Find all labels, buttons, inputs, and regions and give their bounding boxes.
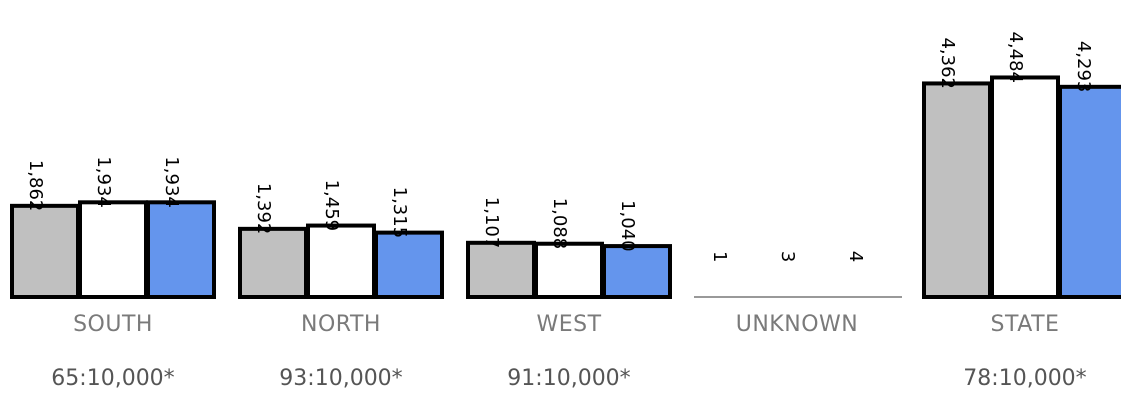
bar-north-1 bbox=[238, 226, 308, 300]
bar-value-label: 1,934 bbox=[93, 156, 114, 208]
bar-south-1 bbox=[10, 203, 80, 299]
bar-value-label: 1,934 bbox=[161, 156, 182, 208]
category-label: STATE bbox=[990, 312, 1060, 337]
bar-value-label: 3 bbox=[777, 251, 798, 262]
category-rate-label: 65:10,000* bbox=[51, 366, 175, 391]
bar-north-3 bbox=[374, 230, 444, 300]
category-label: UNKNOWN bbox=[735, 312, 859, 337]
category-label: NORTH bbox=[301, 312, 381, 337]
bar-south-2 bbox=[78, 200, 148, 300]
bar-north-2 bbox=[306, 223, 376, 299]
bar-state-1 bbox=[922, 81, 992, 299]
bar-value-label: 4,293 bbox=[1073, 41, 1094, 93]
bar-west-1 bbox=[466, 240, 536, 300]
category-label: SOUTH bbox=[73, 312, 153, 337]
bar-value-label: 1,040 bbox=[617, 200, 638, 252]
category-rate-label: 93:10,000* bbox=[279, 366, 403, 391]
bar-west-2 bbox=[534, 241, 604, 300]
bar-value-label: 1,862 bbox=[25, 160, 46, 212]
bar-west-3 bbox=[602, 244, 672, 299]
bar-value-label: 4,484 bbox=[1005, 31, 1026, 83]
bar-value-label: 1,392 bbox=[253, 183, 274, 235]
bar-value-label: 1,107 bbox=[481, 197, 502, 249]
bar-value-label: 4,362 bbox=[937, 37, 958, 89]
bar-south-3 bbox=[146, 200, 216, 300]
bar-value-label: 1 bbox=[709, 251, 730, 262]
bar-state-3 bbox=[1058, 84, 1121, 300]
bar-value-label: 4 bbox=[845, 251, 866, 262]
bar-value-label: 1,315 bbox=[389, 187, 410, 239]
bar-value-label: 1,088 bbox=[549, 198, 570, 250]
category-rate-label: 78:10,000* bbox=[963, 366, 1087, 391]
category-label: WEST bbox=[536, 312, 602, 337]
category-rate-label: 91:10,000* bbox=[507, 366, 631, 391]
bar-state-2 bbox=[990, 75, 1060, 299]
bar-value-label: 1,459 bbox=[321, 180, 342, 232]
